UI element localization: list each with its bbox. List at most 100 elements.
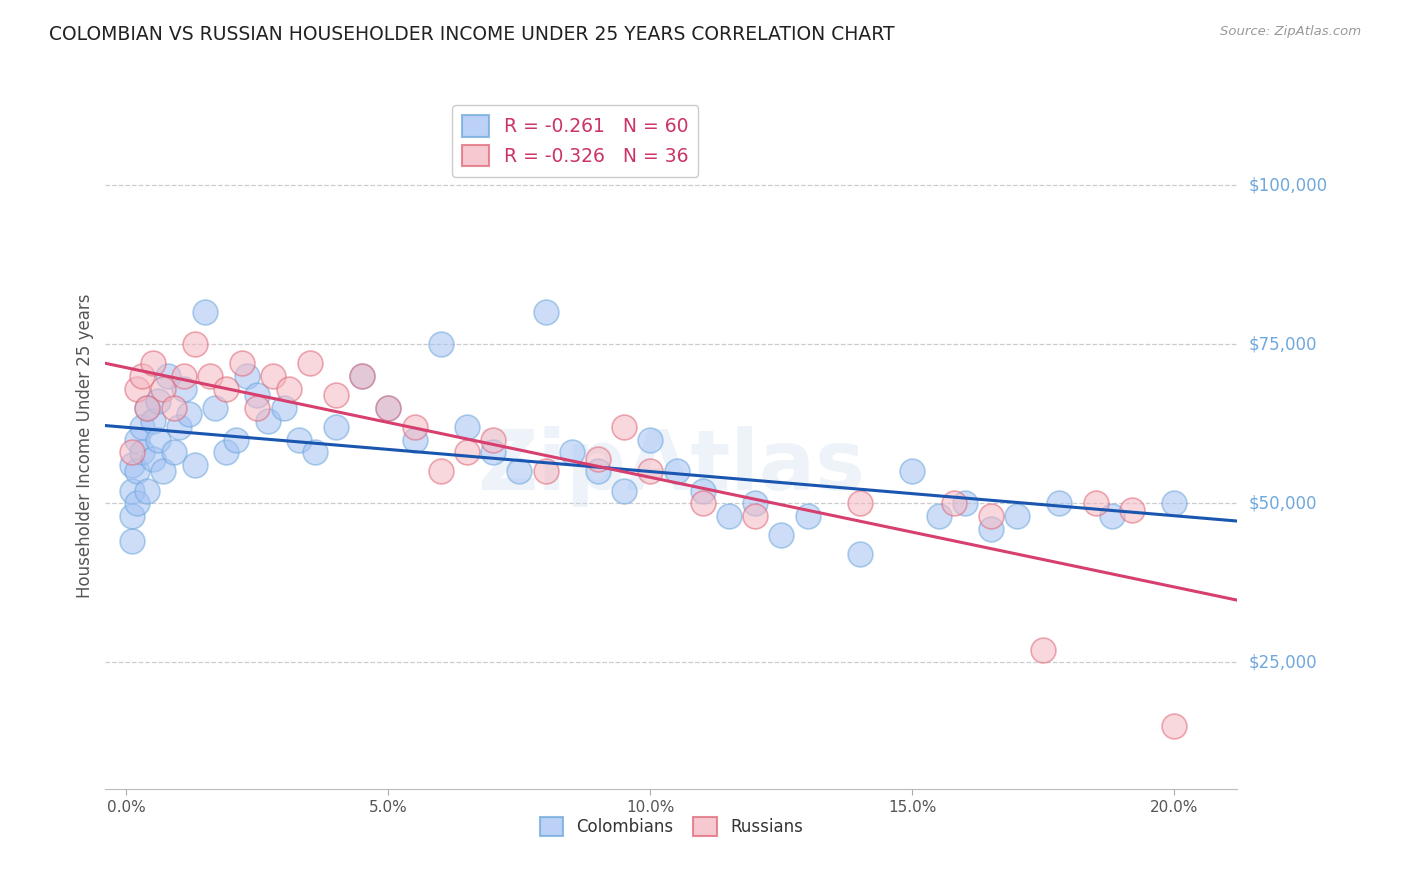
Point xyxy=(146,394,169,409)
Point xyxy=(179,407,201,421)
Point xyxy=(131,420,153,434)
Point xyxy=(277,382,299,396)
Point xyxy=(561,445,583,459)
Point xyxy=(1032,642,1054,657)
Point xyxy=(167,420,190,434)
Point xyxy=(157,369,180,384)
Point xyxy=(173,382,195,396)
Point xyxy=(980,522,1002,536)
Point xyxy=(1163,719,1185,733)
Point xyxy=(131,445,153,459)
Point xyxy=(796,508,818,523)
Y-axis label: Householder Income Under 25 years: Householder Income Under 25 years xyxy=(76,293,94,599)
Point xyxy=(131,369,153,384)
Point xyxy=(246,388,269,402)
Point xyxy=(404,420,426,434)
Legend: Colombians, Russians: Colombians, Russians xyxy=(533,810,810,843)
Point xyxy=(1047,496,1070,510)
Point xyxy=(586,465,609,479)
Point xyxy=(849,496,872,510)
Point xyxy=(246,401,269,415)
Point xyxy=(692,483,714,498)
Point xyxy=(121,458,143,472)
Point xyxy=(173,369,195,384)
Point xyxy=(770,528,793,542)
Point xyxy=(943,496,966,510)
Point xyxy=(901,465,924,479)
Point xyxy=(136,401,159,415)
Point xyxy=(456,445,478,459)
Point xyxy=(325,388,347,402)
Point xyxy=(162,445,184,459)
Point xyxy=(456,420,478,434)
Point xyxy=(640,433,662,447)
Point xyxy=(152,465,174,479)
Point xyxy=(142,413,165,427)
Point xyxy=(613,420,636,434)
Point xyxy=(1101,508,1123,523)
Point xyxy=(665,465,688,479)
Point xyxy=(125,433,148,447)
Point xyxy=(613,483,636,498)
Point xyxy=(225,433,247,447)
Point xyxy=(717,508,740,523)
Point xyxy=(586,451,609,466)
Point xyxy=(744,508,766,523)
Point xyxy=(273,401,295,415)
Point xyxy=(980,508,1002,523)
Point xyxy=(325,420,347,434)
Point xyxy=(215,445,238,459)
Point xyxy=(125,496,148,510)
Point xyxy=(257,413,280,427)
Point xyxy=(142,451,165,466)
Point xyxy=(146,433,169,447)
Point xyxy=(1084,496,1107,510)
Text: ZipAtlas: ZipAtlas xyxy=(478,426,865,508)
Point xyxy=(482,433,505,447)
Point xyxy=(231,356,253,370)
Point xyxy=(288,433,311,447)
Point xyxy=(136,483,159,498)
Point xyxy=(508,465,530,479)
Point xyxy=(430,465,453,479)
Point xyxy=(215,382,238,396)
Point xyxy=(304,445,326,459)
Point xyxy=(236,369,259,384)
Point xyxy=(377,401,399,415)
Text: COLOMBIAN VS RUSSIAN HOUSEHOLDER INCOME UNDER 25 YEARS CORRELATION CHART: COLOMBIAN VS RUSSIAN HOUSEHOLDER INCOME … xyxy=(49,25,894,44)
Point xyxy=(352,369,374,384)
Point xyxy=(1163,496,1185,510)
Point xyxy=(482,445,505,459)
Point xyxy=(692,496,714,510)
Point xyxy=(262,369,284,384)
Point xyxy=(928,508,950,523)
Point xyxy=(183,458,205,472)
Point xyxy=(200,369,222,384)
Point xyxy=(430,337,453,351)
Text: $100,000: $100,000 xyxy=(1249,177,1327,194)
Point xyxy=(152,382,174,396)
Point xyxy=(121,534,143,549)
Point xyxy=(744,496,766,510)
Point xyxy=(534,305,557,319)
Point xyxy=(849,547,872,561)
Text: Source: ZipAtlas.com: Source: ZipAtlas.com xyxy=(1220,25,1361,38)
Point xyxy=(534,465,557,479)
Point xyxy=(162,401,184,415)
Point xyxy=(298,356,321,370)
Point xyxy=(1005,508,1028,523)
Point xyxy=(377,401,399,415)
Point xyxy=(125,382,148,396)
Point xyxy=(142,356,165,370)
Point xyxy=(136,401,159,415)
Point xyxy=(404,433,426,447)
Text: $25,000: $25,000 xyxy=(1249,653,1317,671)
Text: $75,000: $75,000 xyxy=(1249,335,1317,353)
Point xyxy=(125,465,148,479)
Point xyxy=(194,305,217,319)
Point xyxy=(1121,502,1143,516)
Point xyxy=(204,401,226,415)
Text: $50,000: $50,000 xyxy=(1249,494,1317,512)
Point xyxy=(183,337,205,351)
Point xyxy=(953,496,976,510)
